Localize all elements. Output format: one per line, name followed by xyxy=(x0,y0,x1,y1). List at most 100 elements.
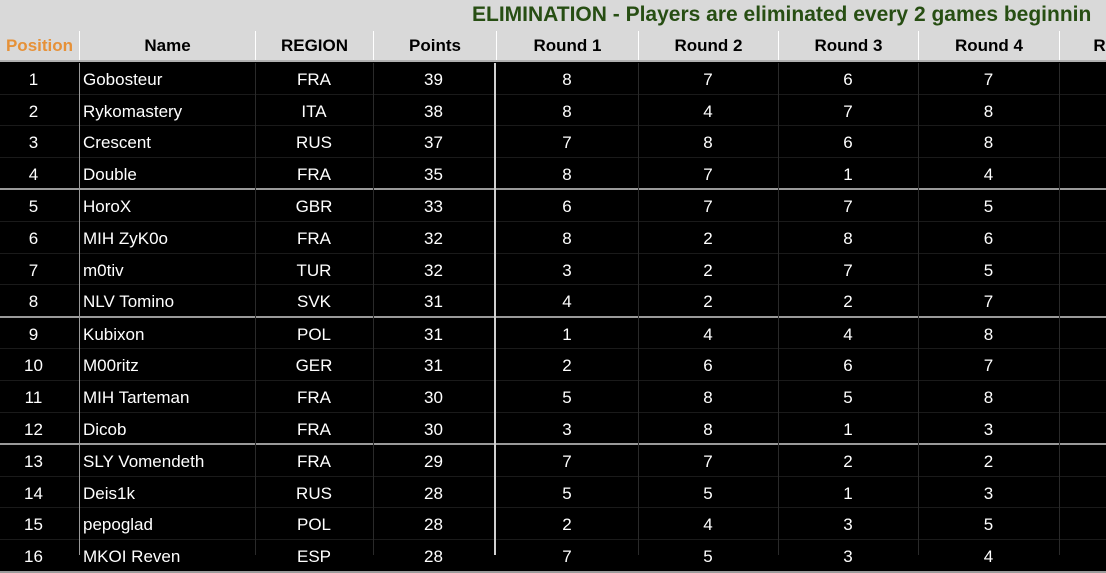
table-row[interactable]: 3 Crescent RUS 37 7 8 6 8 xyxy=(0,126,1106,158)
table-header: Position Name REGION Points Round 1 Roun… xyxy=(0,31,1106,62)
points-cell: 28 xyxy=(424,515,443,535)
player-name-cell: MIH Tarteman xyxy=(83,387,190,407)
region-cell: FRA xyxy=(297,419,331,439)
round-3-cell: 2 xyxy=(843,452,853,472)
region-cell: POL xyxy=(296,324,332,344)
player-name-cell: Deis1k xyxy=(83,483,135,503)
round-2-cell: 8 xyxy=(703,133,713,153)
position-cell: 5 xyxy=(28,197,39,217)
column-divider xyxy=(373,63,374,555)
round-4-cell: 8 xyxy=(983,133,994,153)
round-1-cell: 5 xyxy=(562,387,572,407)
round-4-cell: 6 xyxy=(983,228,994,248)
round-2-cell: 2 xyxy=(703,228,713,248)
round-1-cell: 2 xyxy=(562,356,572,376)
points-cell: 32 xyxy=(424,260,443,280)
column-divider xyxy=(494,63,496,555)
points-cell: 32 xyxy=(424,228,443,248)
column-divider xyxy=(1059,63,1060,555)
points-cell: 33 xyxy=(424,197,443,217)
round-4-cell: 3 xyxy=(983,419,994,439)
points-cell: 39 xyxy=(424,70,443,89)
player-name-cell: M00ritz xyxy=(83,356,139,376)
position-cell: 15 xyxy=(24,515,43,535)
round-2-cell: 2 xyxy=(703,260,713,280)
round-2-cell: 6 xyxy=(703,356,713,376)
column-divider xyxy=(778,63,779,555)
round-1-cell: 8 xyxy=(562,101,572,121)
header-round-4[interactable]: Round 4 xyxy=(918,31,1059,60)
player-name-cell: Rykomastery xyxy=(83,101,183,121)
table-row[interactable]: 6 MIH ZyK0o FRA 32 8 2 8 6 xyxy=(0,222,1106,254)
header-round-5[interactable]: R xyxy=(1059,31,1106,60)
round-1-cell: 1 xyxy=(562,324,572,344)
position-cell: 9 xyxy=(28,324,39,344)
header-round-3[interactable]: Round 3 xyxy=(778,31,918,60)
round-4-cell: 3 xyxy=(983,483,994,503)
table-row[interactable]: 14 Deis1k RUS 28 5 5 1 3 xyxy=(0,477,1106,509)
table-row[interactable]: 4 Double FRA 35 8 7 1 4 xyxy=(0,158,1106,191)
column-divider xyxy=(638,63,639,555)
round-4-cell: 5 xyxy=(983,515,994,535)
round-4-cell: 5 xyxy=(983,260,994,280)
points-cell: 31 xyxy=(424,356,443,376)
header-name[interactable]: Name xyxy=(79,31,255,60)
player-name-cell: Dicob xyxy=(83,419,127,439)
region-cell: FRA xyxy=(297,228,331,248)
points-cell: 31 xyxy=(424,324,443,344)
round-3-cell: 3 xyxy=(843,515,853,535)
round-2-cell: 2 xyxy=(703,292,713,312)
round-3-cell: 7 xyxy=(843,260,853,280)
region-cell: SVK xyxy=(296,292,332,312)
position-cell: 13 xyxy=(24,452,43,472)
table-row[interactable]: 16 MKOI Reven ESP 28 7 5 3 4 xyxy=(0,540,1106,573)
position-cell: 11 xyxy=(24,387,43,407)
round-2-cell: 8 xyxy=(703,387,713,407)
position-cell: 1 xyxy=(28,70,39,89)
region-cell: TUR xyxy=(296,260,332,280)
points-cell: 31 xyxy=(424,292,443,312)
position-cell: 4 xyxy=(28,164,39,184)
table-row[interactable]: 9 Kubixon POL 31 1 4 4 8 xyxy=(0,318,1106,350)
table-row[interactable]: 7 m0tiv TUR 32 3 2 7 5 xyxy=(0,254,1106,286)
points-cell: 37 xyxy=(424,133,443,153)
table-row[interactable]: 15 pepoglad POL 28 2 4 3 5 xyxy=(0,508,1106,540)
round-1-cell: 3 xyxy=(562,260,572,280)
points-cell: 28 xyxy=(424,483,443,503)
table-row[interactable]: 8 NLV Tomino SVK 31 4 2 2 7 xyxy=(0,285,1106,318)
header-points[interactable]: Points xyxy=(373,31,496,60)
table-row[interactable]: 13 SLY Vomendeth FRA 29 7 7 2 2 xyxy=(0,445,1106,477)
table-row[interactable]: 11 MIH Tarteman FRA 30 5 8 5 8 xyxy=(0,381,1106,413)
position-cell: 12 xyxy=(24,419,43,439)
round-4-cell: 8 xyxy=(983,324,994,344)
header-region[interactable]: REGION xyxy=(255,31,373,60)
header-position[interactable]: Position xyxy=(5,36,74,55)
player-name-cell: m0tiv xyxy=(83,260,124,280)
header-round-2[interactable]: Round 2 xyxy=(638,31,778,60)
header-round-1[interactable]: Round 1 xyxy=(496,31,638,60)
round-1-cell: 5 xyxy=(562,483,572,503)
table-row[interactable]: 1 Gobosteur FRA 39 8 7 6 7 xyxy=(0,63,1106,95)
points-cell: 29 xyxy=(424,452,443,472)
points-cell: 30 xyxy=(424,387,443,407)
round-3-cell: 7 xyxy=(843,101,853,121)
round-1-cell: 2 xyxy=(562,515,572,535)
player-name-cell: Gobosteur xyxy=(83,70,163,89)
round-2-cell: 5 xyxy=(703,483,713,503)
points-cell: 30 xyxy=(424,419,443,439)
player-name-cell: MIH ZyK0o xyxy=(83,228,169,248)
table-row[interactable]: 2 Rykomastery ITA 38 8 4 7 8 xyxy=(0,95,1106,127)
region-cell: POL xyxy=(296,515,332,535)
round-4-cell: 7 xyxy=(983,292,994,312)
round-1-cell: 6 xyxy=(562,197,572,217)
elimination-title: ELIMINATION - Players are eliminated eve… xyxy=(472,3,1092,26)
round-1-cell: 8 xyxy=(562,164,572,184)
table-row[interactable]: 10 M00ritz GER 31 2 6 6 7 xyxy=(0,349,1106,381)
table-row[interactable]: 12 Dicob FRA 30 3 8 1 3 xyxy=(0,413,1106,446)
round-3-cell: 8 xyxy=(843,228,853,248)
round-1-cell: 8 xyxy=(562,228,572,248)
region-cell: FRA xyxy=(297,70,331,89)
round-3-cell: 6 xyxy=(843,356,853,376)
table-row[interactable]: 5 HoroX GBR 33 6 7 7 5 xyxy=(0,190,1106,222)
position-cell: 7 xyxy=(28,260,39,280)
